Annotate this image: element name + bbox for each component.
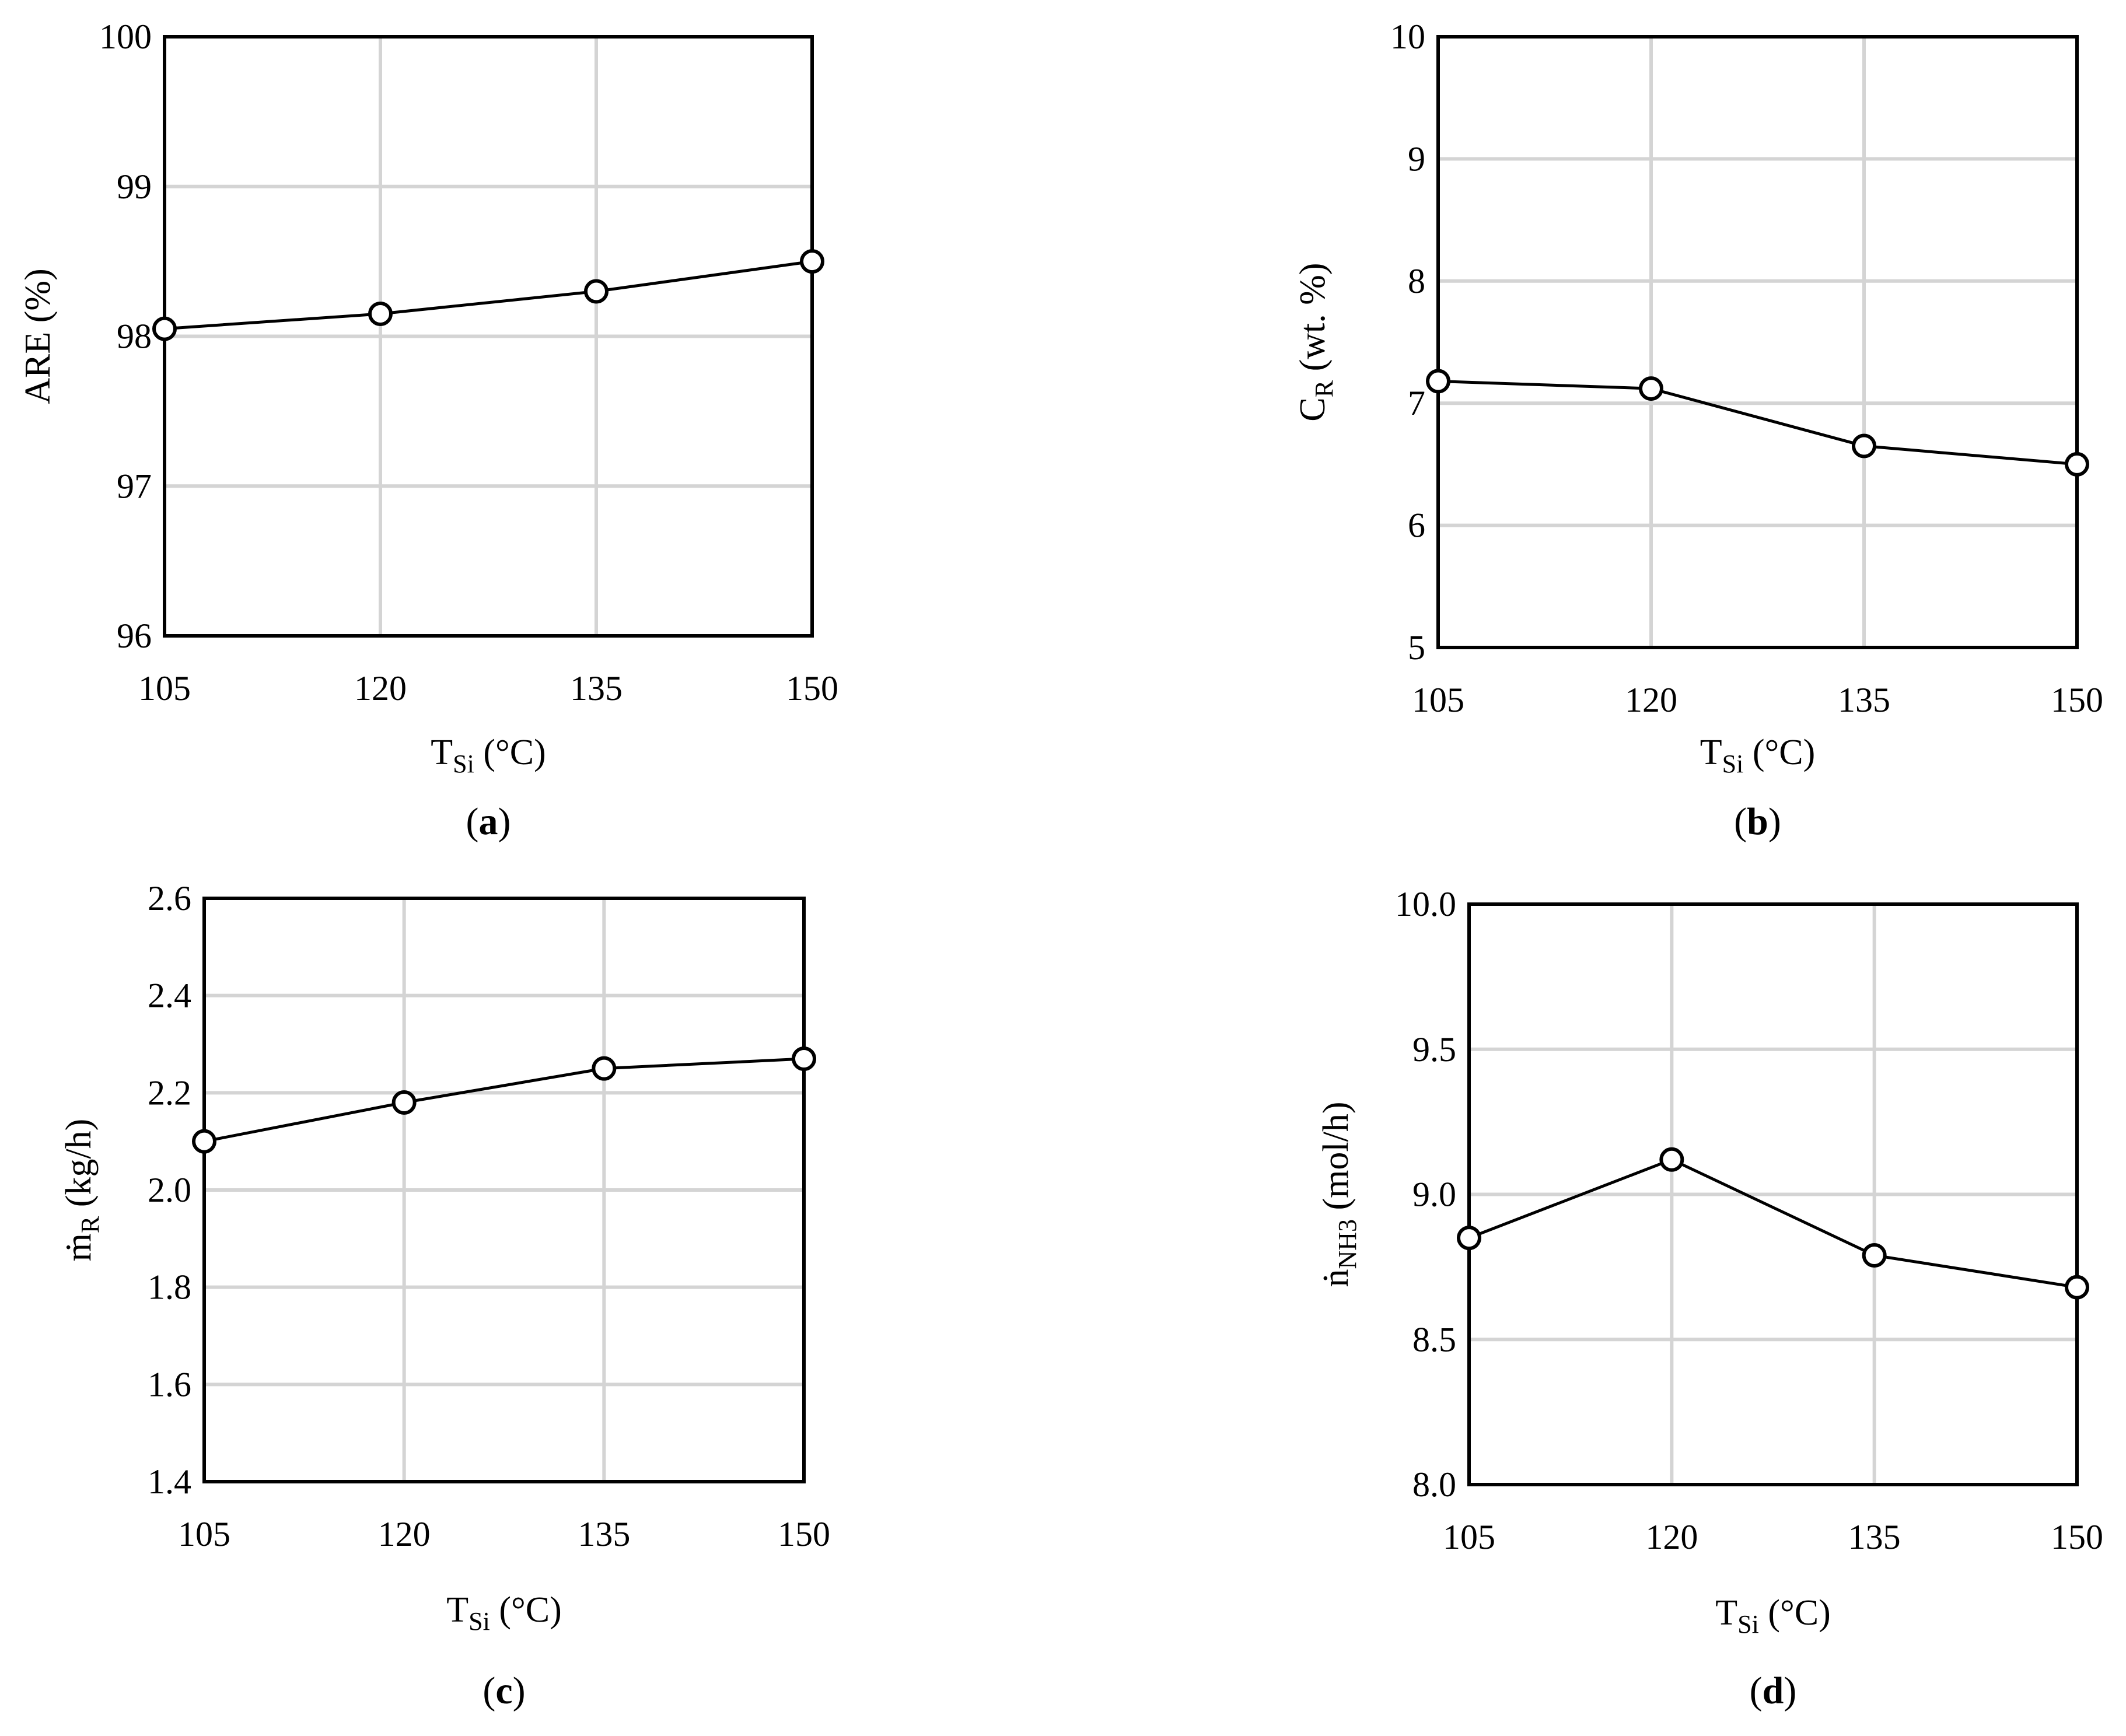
panel-b-chart: 5 6 7 8 9 10 105 120 135 150 TSi (°C) CR (wt. %) (b) xyxy=(1293,18,2103,843)
y-tick-label: 5 xyxy=(1408,628,1425,667)
x-axis-title: TSi (°C) xyxy=(446,1590,562,1636)
y-axis-title: ARE (%) xyxy=(18,268,58,404)
panel-label: (b) xyxy=(1734,800,1781,843)
data-point-marker xyxy=(1659,1147,1684,1172)
plot-frame xyxy=(202,897,806,1483)
x-tick-label: 135 xyxy=(1848,1518,1901,1556)
y-tick-label: 9 xyxy=(1408,139,1425,178)
panel-label: (d) xyxy=(1750,1670,1797,1712)
y-tick-label: 2.2 xyxy=(148,1073,191,1112)
y-axis-title: ṅNH3 (mol/h) xyxy=(1316,1101,1362,1287)
x-tick-label: 120 xyxy=(1645,1518,1698,1556)
series-line xyxy=(204,1057,805,1143)
y-tick-label: 6 xyxy=(1408,506,1425,545)
series-line xyxy=(1438,380,2078,466)
y-tick-label: 100 xyxy=(99,18,152,56)
data-point-marker xyxy=(584,279,609,304)
data-point-marker xyxy=(1426,369,1450,394)
y-tick-label: 1.4 xyxy=(148,1462,191,1501)
y-tick-label: 8.0 xyxy=(1412,1465,1456,1504)
x-tick-label: 105 xyxy=(178,1515,230,1553)
data-point-marker xyxy=(800,249,824,274)
y-tick-label: 8.5 xyxy=(1412,1320,1456,1359)
y-tick-label: 2.6 xyxy=(148,879,191,918)
x-tick-label: 135 xyxy=(1838,681,1890,719)
data-point-marker xyxy=(2065,452,2089,477)
x-tick-label: 120 xyxy=(1625,681,1677,719)
y-tick-label: 1.6 xyxy=(148,1365,191,1404)
data-point-marker xyxy=(391,1090,417,1115)
panel-label: (c) xyxy=(482,1670,525,1712)
y-tick-label: 99 xyxy=(117,167,152,206)
y-tick-label: 97 xyxy=(117,467,152,505)
x-tick-label: 120 xyxy=(378,1515,431,1553)
data-point-marker xyxy=(2065,1275,2089,1300)
y-tick-label: 8 xyxy=(1408,262,1425,300)
panel-d-chart: 8.0 8.5 9.0 9.5 10.0 105 120 135 150 TSi (°C) ṅNH3… xyxy=(1316,885,2103,1712)
x-tick-label: 105 xyxy=(1412,681,1464,719)
x-axis-title: TSi (°C) xyxy=(1715,1593,1831,1639)
plot-frame xyxy=(1436,35,2079,649)
y-tick-label: 2.4 xyxy=(148,977,191,1015)
x-tick-label: 105 xyxy=(138,669,191,708)
y-tick-label: 96 xyxy=(117,617,152,655)
x-axis-title: TSi (°C) xyxy=(1700,733,1816,778)
data-point-marker xyxy=(592,1056,617,1081)
x-tick-label: 150 xyxy=(778,1515,830,1553)
y-tick-label: 98 xyxy=(117,317,152,356)
panel-label: (a) xyxy=(466,800,511,843)
data-point-marker xyxy=(152,316,177,341)
y-tick-label: 2.0 xyxy=(148,1171,191,1209)
y-tick-label: 10.0 xyxy=(1395,885,1456,923)
y-tick-label: 1.8 xyxy=(148,1268,191,1307)
x-tick-label: 150 xyxy=(786,669,838,708)
data-point-marker xyxy=(1852,433,1876,459)
x-axis-title: TSi (°C) xyxy=(431,733,546,778)
panel-c-chart: 1.4 1.6 1.8 2.0 2.2 2.4 2.6 105 120 135 150 TSi (°C… xyxy=(59,879,830,1712)
panel-a-chart: 96 97 98 99 100 105 120 135 150 TSi (°C) ARE (%) (a… xyxy=(18,18,838,843)
data-point-marker xyxy=(192,1129,216,1154)
data-point-marker xyxy=(368,301,393,326)
x-tick-label: 135 xyxy=(578,1515,630,1553)
y-axis-title: ṁR (kg/h) xyxy=(59,1119,104,1262)
y-tick-label: 9.5 xyxy=(1412,1030,1456,1069)
y-tick-label: 7 xyxy=(1408,384,1425,422)
series-line xyxy=(164,260,813,331)
plot-frame xyxy=(1467,902,2079,1486)
data-point-marker xyxy=(792,1046,816,1071)
y-tick-label: 9.0 xyxy=(1412,1175,1456,1214)
x-tick-label: 135 xyxy=(570,669,623,708)
x-tick-label: 150 xyxy=(2051,681,2103,719)
x-tick-label: 120 xyxy=(354,669,407,708)
series-line xyxy=(1468,1158,2078,1289)
data-point-marker xyxy=(1457,1226,1481,1251)
x-tick-label: 150 xyxy=(2051,1518,2103,1556)
y-axis-title: CR (wt. %) xyxy=(1293,262,1338,421)
x-tick-label: 105 xyxy=(1443,1518,1495,1556)
data-point-marker xyxy=(1862,1242,1887,1268)
data-point-marker xyxy=(1639,376,1663,401)
y-tick-label: 10 xyxy=(1390,18,1425,56)
